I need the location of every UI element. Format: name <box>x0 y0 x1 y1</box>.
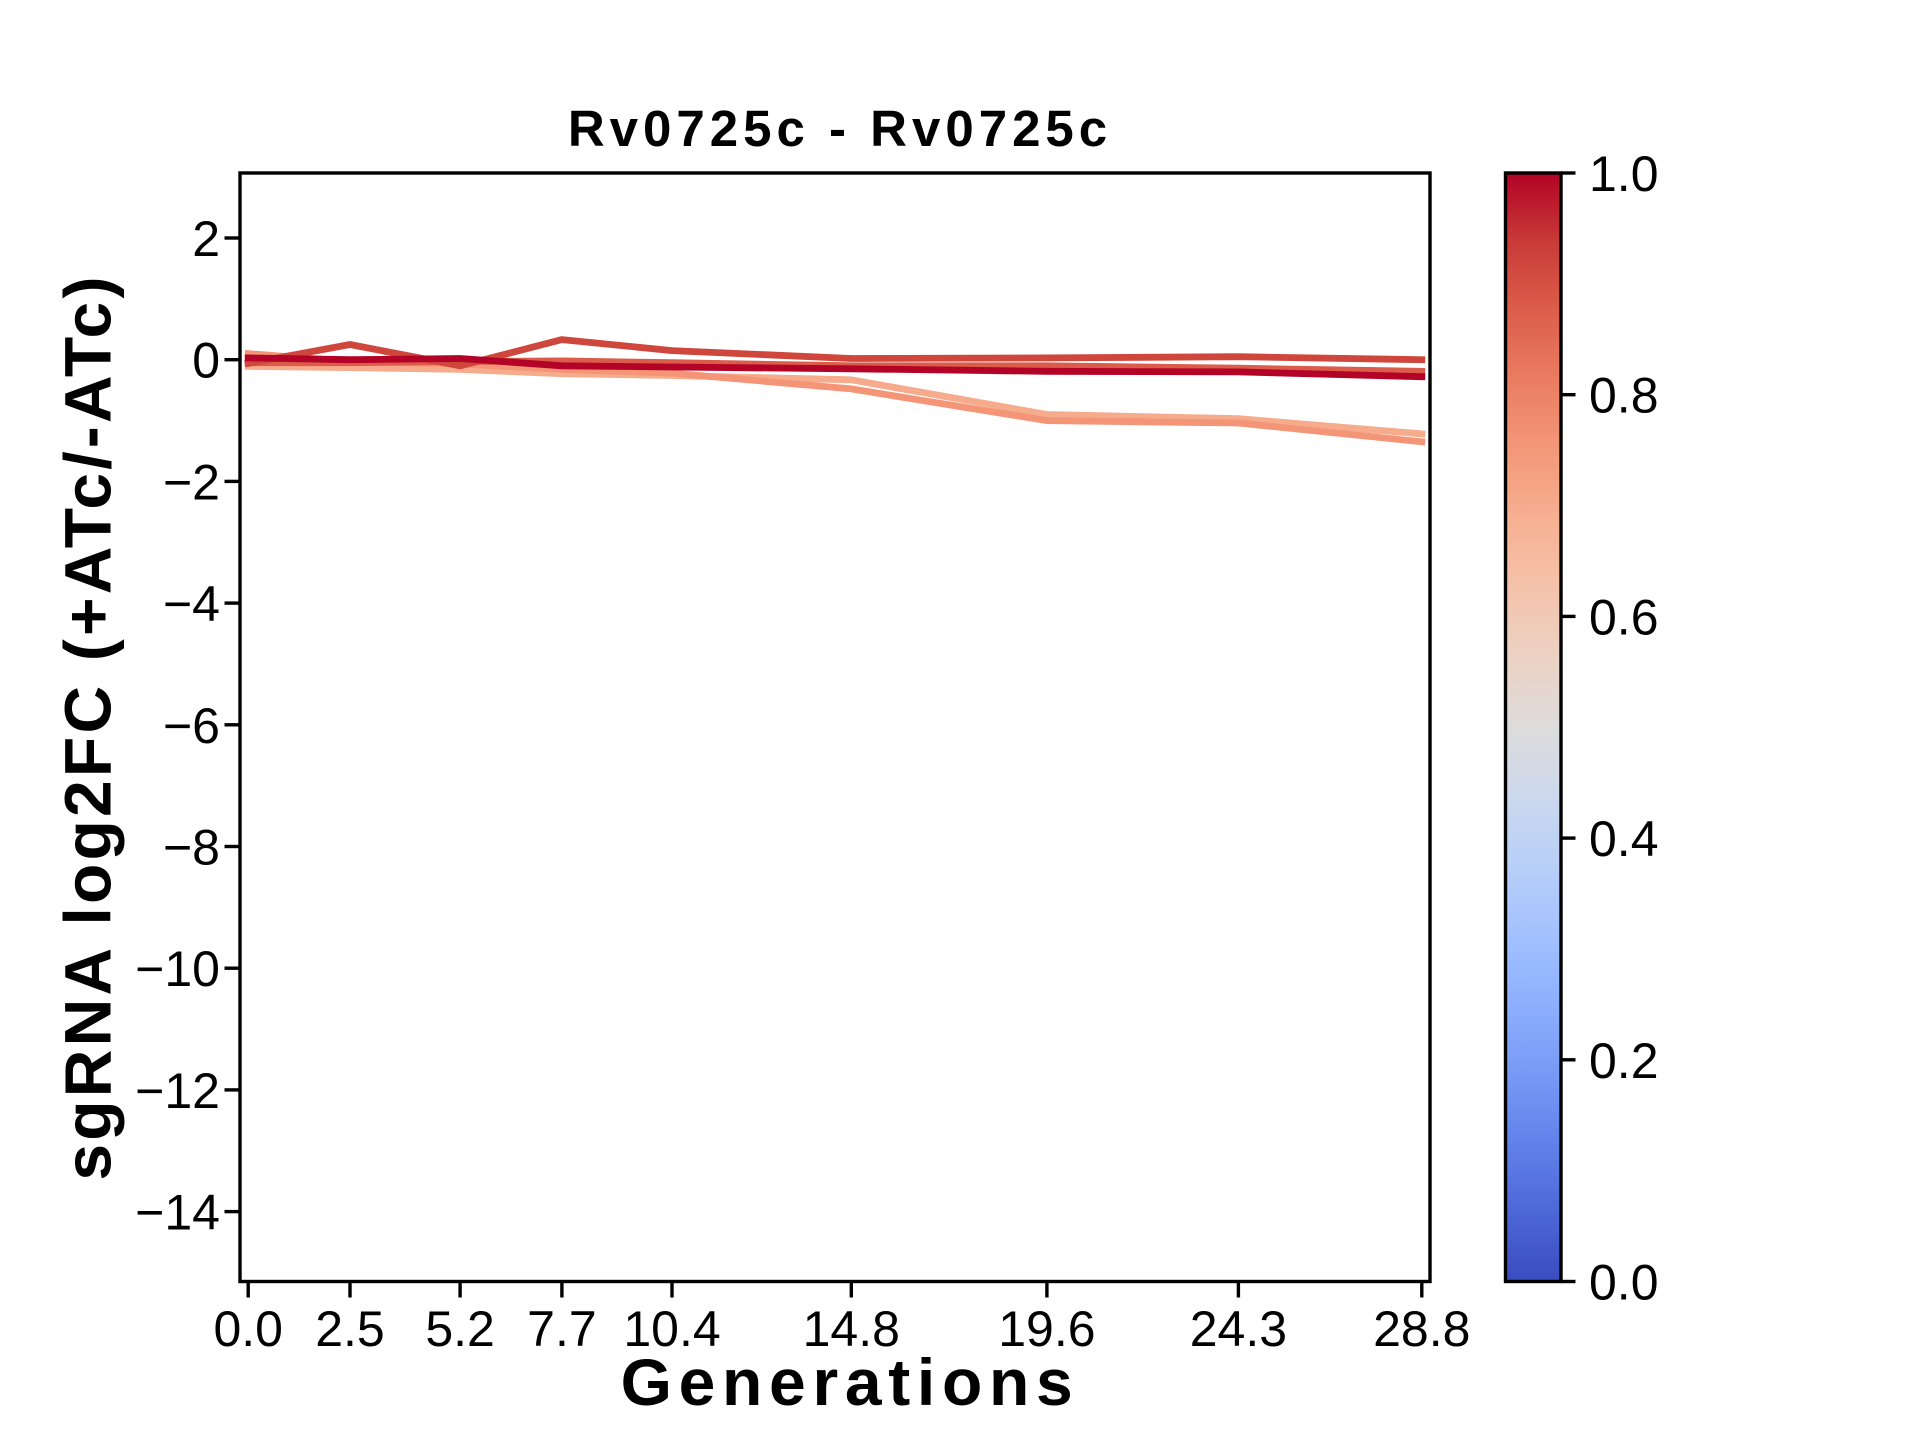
svg-text:Rv0725c - Rv0725c: Rv0725c - Rv0725c <box>568 100 1112 157</box>
svg-text:0.0: 0.0 <box>213 1301 283 1357</box>
svg-text:−6: −6 <box>163 698 220 754</box>
svg-text:Generations: Generations <box>621 1345 1080 1419</box>
svg-text:0: 0 <box>192 333 220 389</box>
svg-text:5.2: 5.2 <box>425 1301 495 1357</box>
svg-text:2: 2 <box>192 211 220 267</box>
svg-text:−4: −4 <box>163 576 220 632</box>
svg-text:0.2: 0.2 <box>1589 1033 1659 1089</box>
svg-text:0.6: 0.6 <box>1589 589 1659 645</box>
svg-text:7.7: 7.7 <box>527 1301 597 1357</box>
svg-text:−10: −10 <box>135 941 220 997</box>
svg-text:19.6: 19.6 <box>998 1301 1095 1357</box>
svg-text:−12: −12 <box>135 1063 220 1119</box>
svg-text:1.0: 1.0 <box>1589 146 1659 202</box>
svg-text:24.3: 24.3 <box>1190 1301 1287 1357</box>
svg-text:−14: −14 <box>135 1185 220 1241</box>
svg-text:−8: −8 <box>163 820 220 876</box>
svg-text:10.4: 10.4 <box>623 1301 720 1357</box>
svg-text:14.8: 14.8 <box>803 1301 900 1357</box>
svg-text:2.5: 2.5 <box>315 1301 385 1357</box>
svg-text:0.8: 0.8 <box>1589 368 1659 424</box>
svg-text:28.8: 28.8 <box>1373 1301 1470 1357</box>
svg-text:−2: −2 <box>163 454 220 510</box>
svg-text:sgRNA log2FC (+ATc/-ATc): sgRNA log2FC (+ATc/-ATc) <box>51 273 125 1180</box>
svg-text:0.0: 0.0 <box>1589 1255 1659 1311</box>
svg-text:0.4: 0.4 <box>1589 811 1659 867</box>
